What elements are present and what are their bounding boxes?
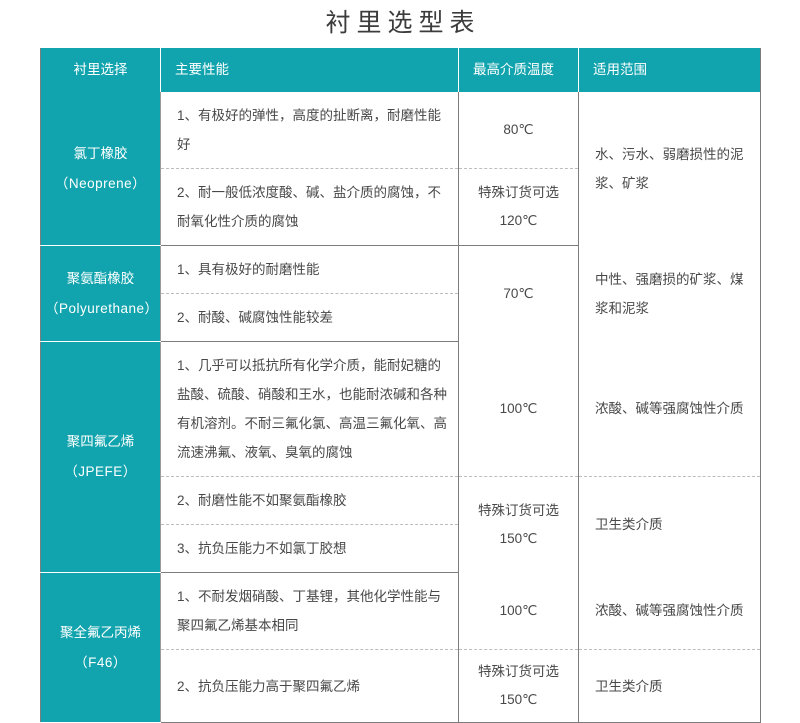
scope-cell: 卫生类介质	[578, 649, 761, 723]
category-name-en: （F46）	[74, 654, 127, 670]
table-row: 氯丁橡胶 （Neoprene） 1、有极好的弹性，高度的扯断离，耐磨性能好 80…	[40, 92, 761, 246]
scope-cell: 中性、强磨损的矿浆、煤浆和泥浆	[578, 245, 761, 342]
table-row: 聚氨酯橡胶 （Polyurethane） 1、具有极好的耐磨性能 70℃ 中性、…	[40, 245, 761, 342]
performance-cell: 2、耐酸、碱腐蚀性能较差	[160, 293, 459, 342]
table-row: 3、抗负压能力不如氯丁胶想	[41, 524, 761, 573]
table-row: 2、耐一般低浓度酸、碱、盐介质的腐蚀，不耐氧化性介质的腐蚀 特殊订货可选 120…	[41, 168, 761, 246]
temperature-cell: 特殊订货可选 150℃	[458, 476, 579, 573]
table-row: 聚全氟乙丙烯 （F46） 1、不耐发烟硝酸、丁基锂，其他化学性能与聚四氟乙烯基本…	[40, 572, 761, 723]
temperature-cell: 特殊订货可选 150℃	[458, 649, 579, 723]
lining-category-polyurethane: 聚氨酯橡胶 （Polyurethane）	[40, 245, 161, 342]
table-row: 聚四氟乙烯 （JPEFE） 1、几乎可以抵抗所有化学介质，能耐妃糖的盐酸、硫酸、…	[40, 341, 761, 573]
lining-selection-page: 衬里选型表 衬里选择 主要性能 最高介质温度 适用范围 氯丁橡胶 （Neopre…	[40, 9, 761, 723]
temperature-cell: 70℃	[458, 245, 579, 342]
performance-cell: 1、具有极好的耐磨性能	[160, 245, 459, 294]
temperature-cell: 100℃	[458, 572, 579, 650]
column-header-max-temp: 最高介质温度	[458, 48, 579, 92]
lining-category-f46: 聚全氟乙丙烯 （F46）	[40, 572, 161, 723]
performance-cell: 2、耐一般低浓度酸、碱、盐介质的腐蚀，不耐氧化性介质的腐蚀	[160, 168, 459, 246]
temperature-cell: 特殊订货可选 120℃	[458, 168, 579, 246]
scope-cell: 浓酸、碱等强腐蚀性介质	[578, 572, 761, 650]
lining-category-neoprene: 氯丁橡胶 （Neoprene）	[40, 92, 161, 246]
category-name-cn: 聚全氟乙丙烯	[60, 624, 141, 640]
lining-category-jpefe: 聚四氟乙烯 （JPEFE）	[40, 341, 161, 573]
table-body: 氯丁橡胶 （Neoprene） 1、有极好的弹性，高度的扯断离，耐磨性能好 80…	[40, 92, 761, 723]
performance-cell: 1、不耐发烟硝酸、丁基锂，其他化学性能与聚四氟乙烯基本相同	[160, 572, 459, 650]
performance-cell: 1、有极好的弹性，高度的扯断离，耐磨性能好	[160, 92, 459, 169]
category-name-cn: 氯丁橡胶	[73, 145, 128, 161]
category-name-cn: 聚四氟乙烯	[66, 434, 135, 449]
table-header: 衬里选择 主要性能 最高介质温度 适用范围	[40, 48, 761, 92]
column-header-scope: 适用范围	[578, 48, 761, 92]
page-title: 衬里选型表	[325, 9, 481, 37]
temperature-cell: 80℃	[458, 92, 579, 169]
category-name-en: （JPEFE）	[64, 464, 137, 479]
performance-cell: 1、几乎可以抵抗所有化学介质，能耐妃糖的盐酸、硫酸、硝酸和王水，也能耐浓碱和各种…	[160, 341, 459, 477]
scope-cell: 水、污水、弱磨损性的泥浆、矿浆	[578, 92, 761, 246]
category-name-cn: 聚氨酯橡胶	[66, 270, 135, 286]
performance-cell: 2、抗负压能力高于聚四氟乙烯	[160, 649, 459, 723]
table-row: 2、耐酸、碱腐蚀性能较差	[41, 293, 761, 342]
temperature-cell: 100℃	[458, 341, 579, 477]
column-header-choice: 衬里选择	[40, 48, 161, 92]
lining-selection-table: 衬里选择 主要性能 最高介质温度 适用范围 氯丁橡胶 （Neoprene） 1、…	[40, 48, 761, 723]
scope-cell: 卫生类介质	[578, 476, 761, 573]
table-header-row: 衬里选择 主要性能 最高介质温度 适用范围	[40, 48, 761, 92]
column-header-performance: 主要性能	[160, 48, 459, 92]
scope-cell: 浓酸、碱等强腐蚀性介质	[578, 341, 761, 477]
performance-cell: 2、耐磨性能不如聚氨酯橡胶	[160, 476, 459, 525]
table-row: 2、耐磨性能不如聚氨酯橡胶 特殊订货可选 150℃ 卫生类介质	[41, 476, 761, 573]
category-name-en: （Polyurethane）	[45, 300, 159, 316]
performance-cell: 3、抗负压能力不如氯丁胶想	[160, 524, 459, 573]
category-name-en: （Neoprene）	[54, 175, 147, 191]
